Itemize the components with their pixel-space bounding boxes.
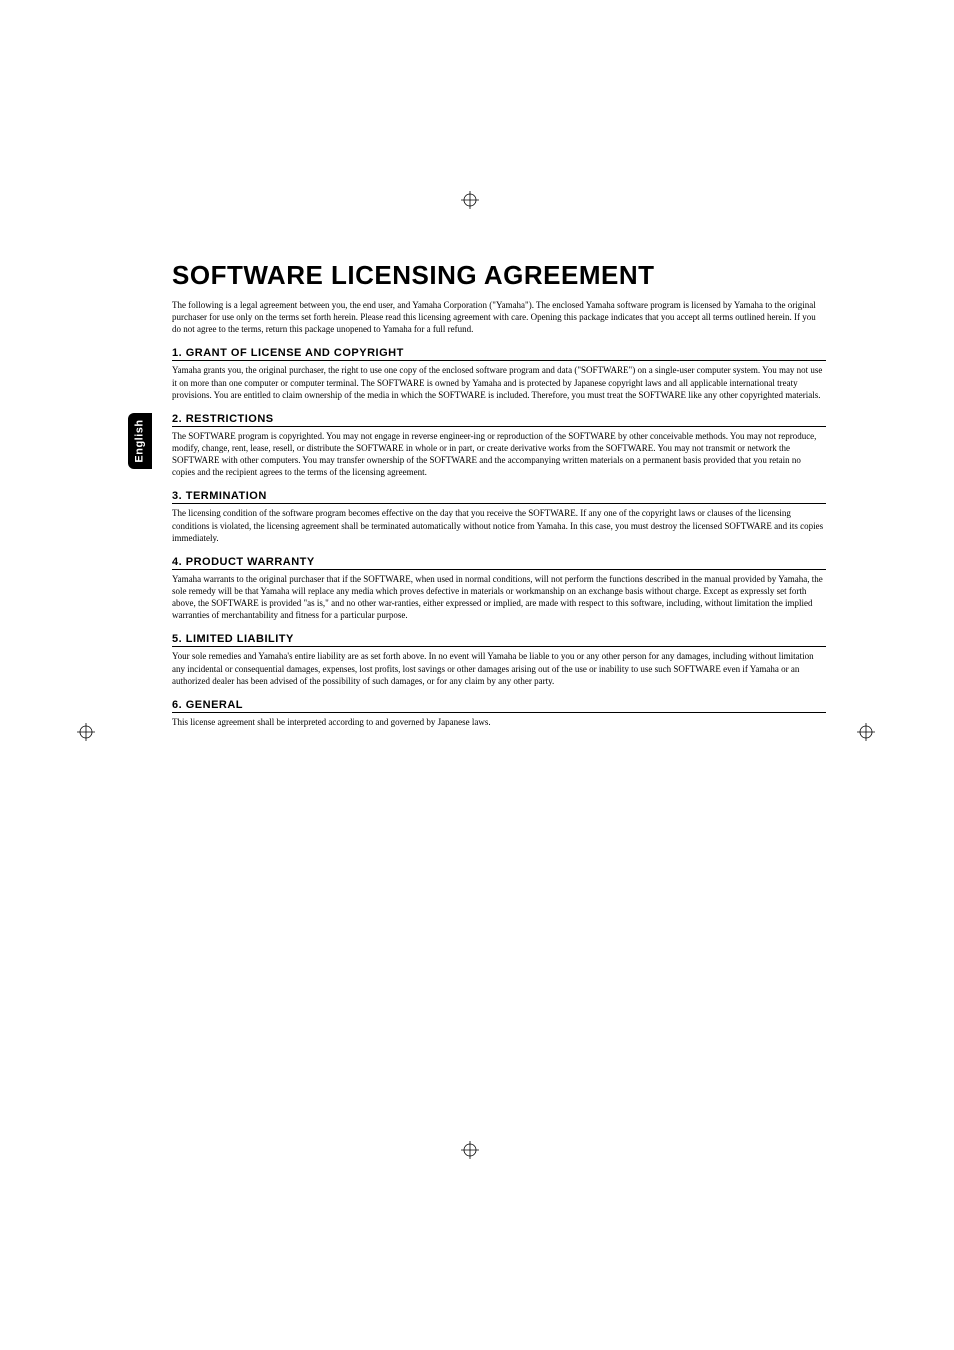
section-5-body: Your sole remedies and Yamaha's entire l… — [172, 650, 826, 686]
section-1-body: Yamaha grants you, the original purchase… — [172, 364, 826, 400]
section-6-body: This license agreement shall be interpre… — [172, 716, 826, 728]
language-tab: English — [128, 413, 152, 469]
section-2-body: The SOFTWARE program is copyrighted. You… — [172, 430, 826, 479]
section-6-head: 6. GENERAL — [172, 699, 826, 713]
section-4-body: Yamaha warrants to the original purchase… — [172, 573, 826, 622]
section-3-body: The licensing condition of the software … — [172, 507, 826, 543]
crop-mark-left — [77, 723, 95, 741]
section-1-head: 1. GRANT OF LICENSE AND COPYRIGHT — [172, 347, 826, 361]
crop-mark-bottom — [461, 1141, 479, 1159]
crop-mark-right — [857, 723, 875, 741]
language-tab-label: English — [134, 419, 146, 462]
intro-paragraph: The following is a legal agreement betwe… — [172, 299, 826, 335]
section-5-head: 5. LIMITED LIABILITY — [172, 633, 826, 647]
section-2-head: 2. RESTRICTIONS — [172, 413, 826, 427]
section-4-head: 4. PRODUCT WARRANTY — [172, 556, 826, 570]
section-3-head: 3. TERMINATION — [172, 490, 826, 504]
page-content: SOFTWARE LICENSING AGREEMENT The followi… — [172, 260, 826, 740]
crop-mark-top — [461, 191, 479, 209]
page-title: SOFTWARE LICENSING AGREEMENT — [172, 260, 826, 291]
